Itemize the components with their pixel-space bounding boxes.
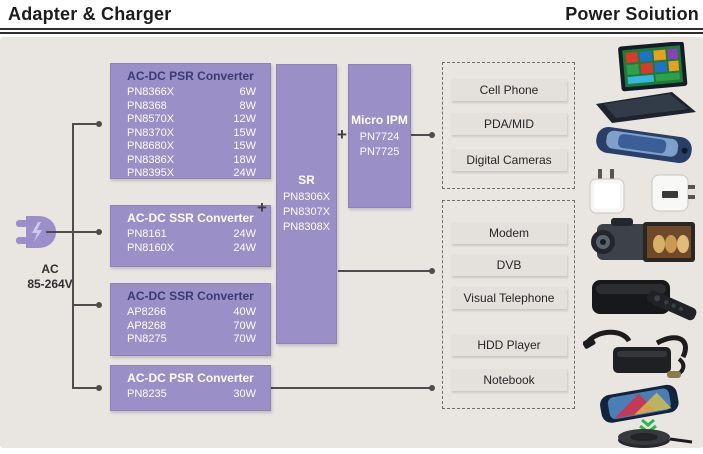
app-label-visual-telephone: Visual Telephone [451,287,567,309]
connector-dot [96,121,102,127]
camcorder-icon [583,216,701,270]
branch-line-4 [72,387,99,389]
app-label-hdd-player: HDD Player [451,334,567,356]
ac-input-label: AC 85-264V [27,262,73,291]
power-plug-icon [14,212,58,252]
part-number: PN8306X [282,191,331,203]
app-label-dvb: DVB [451,254,567,276]
applications-box-2 [442,200,575,409]
connector-dot [96,229,102,235]
plug-to-bus-line [46,231,99,233]
part-row: PN8368 8W [127,99,256,112]
app-label-notebook: Notebook [451,369,567,391]
connector-dot [96,302,102,308]
hdd-media-player-icon [586,270,700,326]
page-subtitle: Power Soiution [565,4,699,24]
converter-block-ssr-high-power: AC-DC SSR Converter AP8266 40W AP8268 70W … [110,283,271,356]
ac-bus-line [72,123,74,389]
part-row: PN8395X 24W [127,167,256,179]
part-row: AP8266 40W [127,306,256,318]
part-row: PN8275 70W [127,333,256,345]
block-title: AC-DC PSR Converter [127,69,254,83]
converter-block-psr-30w: AC-DC PSR Converter PN8235 30W [110,365,271,411]
block-title: AC-DC SSR Converter [127,289,254,303]
part-row: PN8680X 15W [127,140,256,152]
branch-line-1 [72,123,99,125]
block-title: AC-DC PSR Converter [127,371,254,385]
plus-sign: + [337,125,347,144]
block-title: Micro IPM [351,112,408,127]
ipm-output-line [411,134,433,136]
part-row: PN8161 24W [127,228,256,240]
applications-box-1 [442,62,575,189]
part-number: PN8308X [282,221,331,233]
part-row: PN8370X 15W [127,126,256,139]
part-number: PN7725 [359,145,400,158]
part-row: PN8160X 24W [127,241,256,254]
part-row: PN8570X 12W [127,113,256,125]
block-title: SR [298,173,315,187]
page-title: Adapter & Charger [8,4,172,24]
app-label-cell-phone: Cell Phone [451,79,567,101]
usb-wall-chargers-icon [584,165,700,219]
smartphone-icon [588,122,700,168]
converter-block-psr-multi: AC-DC PSR Converter PN8366X 6W PN8368 8W P… [110,63,271,179]
part-row: PN8235 30W [127,388,256,400]
connector-dot [429,268,435,274]
branch-line-3 [72,304,99,306]
connector-dot [429,132,435,138]
part-row: PN8366X 6W [127,86,256,98]
part-number: PN7724 [359,130,400,143]
part-number: PN8307X [282,206,331,218]
windows-laptop-icon [590,42,702,124]
app-label-pda-mid: PDA/MID [451,113,567,135]
app-label-modem: Modem [451,222,567,244]
wireless-charging-phone-icon [588,384,700,450]
converter-block-ssr-24w: AC-DC SSR Converter PN8161 24W PN8160X 24W [110,205,271,267]
part-row: PN8386X 18W [127,153,256,166]
sr-output-line [338,270,433,272]
micro-ipm-block: Micro IPM PN7724 PN7725 [348,64,411,208]
plus-sign: + [257,198,267,217]
part-row: AP8268 70W [127,319,256,332]
block-title: AC-DC SSR Converter [127,211,254,225]
connector-dot [429,385,435,391]
header-divider [0,28,703,35]
connector-dot [96,385,102,391]
psr2-output-line [271,387,433,389]
app-label-digital-cameras: Digital Cameras [451,149,567,171]
sr-block: SR PN8306X PN8307X PN8308X [276,64,337,344]
notebook-power-adapter-icon [583,327,701,385]
